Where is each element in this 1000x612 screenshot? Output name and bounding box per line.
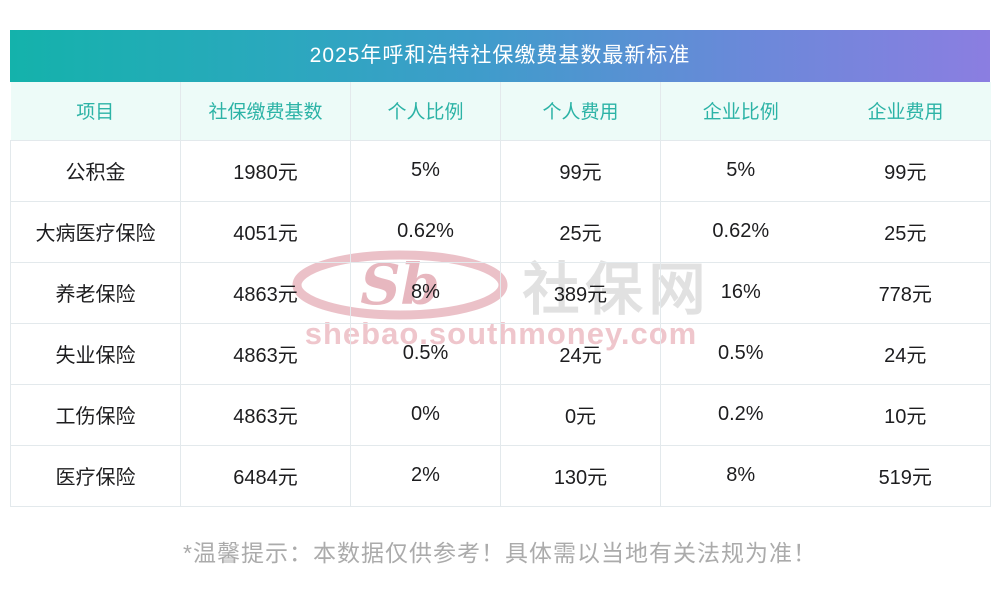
cell-base: 1980元 — [180, 139, 351, 201]
cell-personal-ratio: 0.5% — [350, 322, 501, 384]
cell-personal-ratio: 2% — [350, 444, 501, 507]
cell-base: 4863元 — [180, 322, 351, 384]
cell-personal-fee: 24元 — [500, 322, 661, 384]
row-label: 大病医疗保险 — [10, 200, 181, 262]
table-row: 工伤保险 4863元 0% 0元 0.2% 10元 — [10, 383, 991, 445]
cell-company-fee: 25元 — [820, 200, 991, 262]
cell-personal-ratio: 5% — [350, 139, 501, 201]
col-header-base: 社保缴费基数 — [180, 82, 351, 140]
table-header-row: 项目 社保缴费基数 个人比例 个人费用 企业比例 企业费用 — [10, 82, 991, 140]
cell-base: 4863元 — [180, 383, 351, 445]
table-row: 医疗保险 6484元 2% 130元 8% 519元 — [10, 444, 991, 507]
cell-company-fee: 24元 — [820, 322, 991, 384]
col-header-company-fee: 企业费用 — [820, 82, 991, 140]
cell-company-fee: 99元 — [820, 139, 991, 201]
cell-company-fee: 778元 — [820, 261, 991, 323]
row-label: 工伤保险 — [10, 383, 181, 445]
disclaimer-note: *温馨提示：本数据仅供参考！具体需以当地有关法规为准！ — [183, 540, 817, 566]
cell-personal-ratio: 8% — [350, 261, 501, 323]
contribution-table: 项目 社保缴费基数 个人比例 个人费用 企业比例 企业费用 公积金 1980元 … — [10, 82, 991, 507]
row-label: 公积金 — [10, 139, 181, 201]
cell-company-ratio: 16% — [660, 261, 821, 323]
cell-company-ratio: 8% — [660, 444, 821, 507]
cell-personal-fee: 25元 — [500, 200, 661, 262]
row-label: 医疗保险 — [10, 444, 181, 507]
col-header-personal-ratio: 个人比例 — [350, 82, 501, 140]
cell-base: 4051元 — [180, 200, 351, 262]
table-row: 养老保险 4863元 8% 389元 16% 778元 — [10, 261, 991, 323]
cell-base: 6484元 — [180, 444, 351, 507]
col-header-item: 项目 — [10, 82, 181, 140]
table-row: 失业保险 4863元 0.5% 24元 0.5% 24元 — [10, 322, 991, 384]
row-label: 养老保险 — [10, 261, 181, 323]
table-row: 大病医疗保险 4051元 0.62% 25元 0.62% 25元 — [10, 200, 991, 262]
cell-company-ratio: 0.62% — [660, 200, 821, 262]
col-header-personal-fee: 个人费用 — [500, 82, 661, 140]
cell-company-fee: 519元 — [820, 444, 991, 507]
cell-company-fee: 10元 — [820, 383, 991, 445]
cell-personal-fee: 99元 — [500, 139, 661, 201]
cell-personal-fee: 0元 — [500, 383, 661, 445]
social-security-table-card: 2025年呼和浩特社保缴费基数最新标准 项目 社保缴费基数 个人比例 个人费用 … — [10, 30, 991, 507]
cell-company-ratio: 5% — [660, 139, 821, 201]
col-header-company-ratio: 企业比例 — [660, 82, 821, 140]
table-row: 公积金 1980元 5% 99元 5% 99元 — [10, 139, 991, 201]
row-label: 失业保险 — [10, 322, 181, 384]
cell-personal-ratio: 0.62% — [350, 200, 501, 262]
cell-company-ratio: 0.5% — [660, 322, 821, 384]
cell-personal-fee: 130元 — [500, 444, 661, 507]
cell-company-ratio: 0.2% — [660, 383, 821, 445]
cell-base: 4863元 — [180, 261, 351, 323]
cell-personal-ratio: 0% — [350, 383, 501, 445]
cell-personal-fee: 389元 — [500, 261, 661, 323]
table-title-banner: 2025年呼和浩特社保缴费基数最新标准 — [10, 30, 990, 82]
